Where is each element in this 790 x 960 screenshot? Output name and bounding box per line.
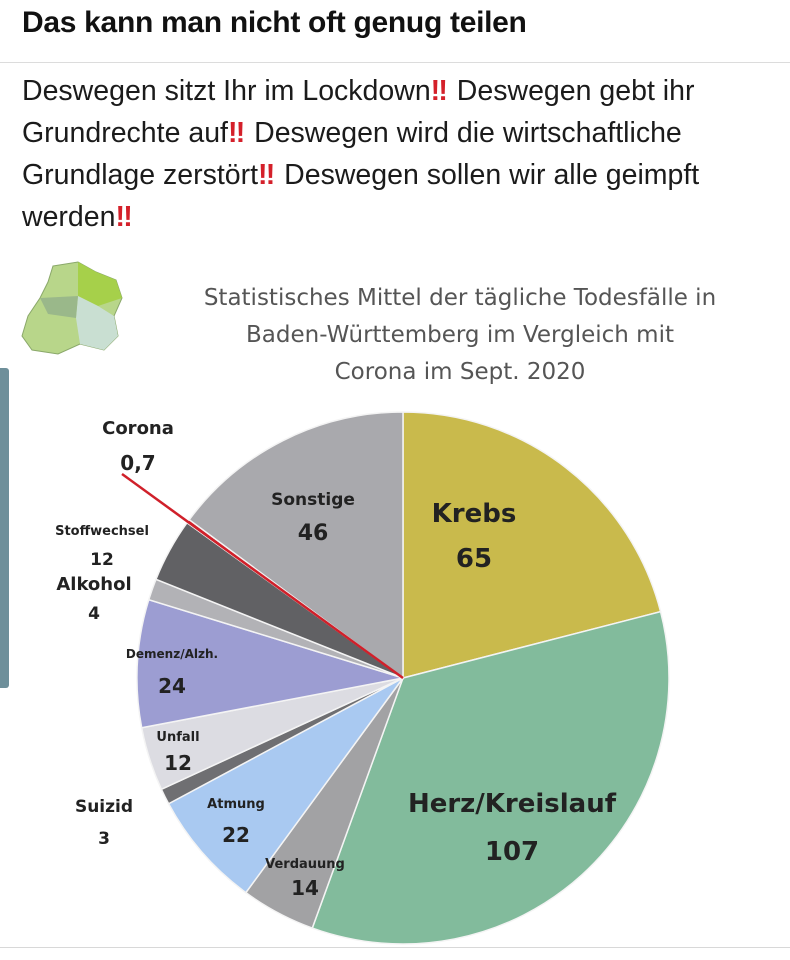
slice-value-label: 0,7	[120, 451, 155, 475]
slice-value-label: 3	[98, 829, 110, 849]
slice-value-label: 12	[164, 751, 192, 775]
slice-label: Demenz/Alzh.	[126, 647, 218, 661]
side-scroll-handle[interactable]	[0, 368, 9, 688]
chart-title-line: Corona im Sept. 2020	[334, 359, 586, 385]
slice-label: Herz/Kreislauf	[408, 789, 617, 819]
chart-title-line: Statistisches Mittel der tägliche Todesf…	[203, 285, 717, 311]
slice-label: Suizid	[75, 797, 133, 817]
slice-value-label: 4	[88, 604, 100, 624]
slice-value-label: 107	[485, 837, 539, 867]
corona-leader-line	[121, 472, 404, 680]
pie-slice-krebs	[402, 411, 662, 679]
pie-slice-atmung	[167, 677, 404, 894]
slice-value-label: 22	[222, 823, 250, 847]
pie-slice-sonstige	[188, 411, 404, 680]
post-text: Deswegen sitzt Ihr im Lockdown‼ Deswegen…	[22, 70, 782, 238]
slice-value-label: 46	[298, 521, 329, 546]
baden-wuerttemberg-map-image	[21, 261, 123, 355]
slice-value-label: 24	[158, 674, 186, 698]
slice-label: Stoffwechsel	[55, 524, 149, 539]
slice-label: Alkohol	[56, 574, 131, 595]
slice-label: Krebs	[432, 499, 517, 529]
chart-title: Statistisches Mittel der tägliche Todesf…	[140, 280, 780, 391]
pie-slice-herz-kreislauf	[311, 610, 670, 945]
slice-value-label: 65	[456, 544, 492, 574]
slice-value-label: 14	[291, 876, 319, 900]
post-text-segment: Deswegen sitzt Ihr im Lockdown	[22, 75, 431, 107]
post-text-segment: Deswegen gebt ihr Grundrechte auf	[22, 75, 695, 149]
post-text-segment: Deswegen wird die wirtschaftliche Grundl…	[22, 117, 682, 191]
slice-label: Verdauung	[265, 857, 345, 872]
post-text-segment: Deswegen sollen wir alle geimpft werden	[22, 159, 700, 233]
slice-label: Sonstige	[271, 490, 355, 510]
double-exclamation-icon: ‼	[258, 159, 275, 191]
divider	[0, 947, 790, 948]
slice-value-label: 12	[90, 550, 114, 570]
chart-title-line: Baden-Württemberg im Vergleich mit	[246, 322, 674, 348]
double-exclamation-icon: ‼	[430, 75, 448, 107]
double-exclamation-icon: ‼	[227, 117, 245, 149]
post-header: Das kann man nicht oft genug teilen	[0, 0, 790, 63]
slice-label: Corona	[102, 418, 174, 439]
slice-label: Atmung	[207, 797, 265, 812]
double-exclamation-icon: ‼	[115, 201, 132, 233]
post-title: Das kann man nicht oft genug teilen	[22, 6, 527, 39]
slice-label: Unfall	[156, 730, 199, 745]
pie-slice-demenz-alzh-	[136, 598, 404, 729]
